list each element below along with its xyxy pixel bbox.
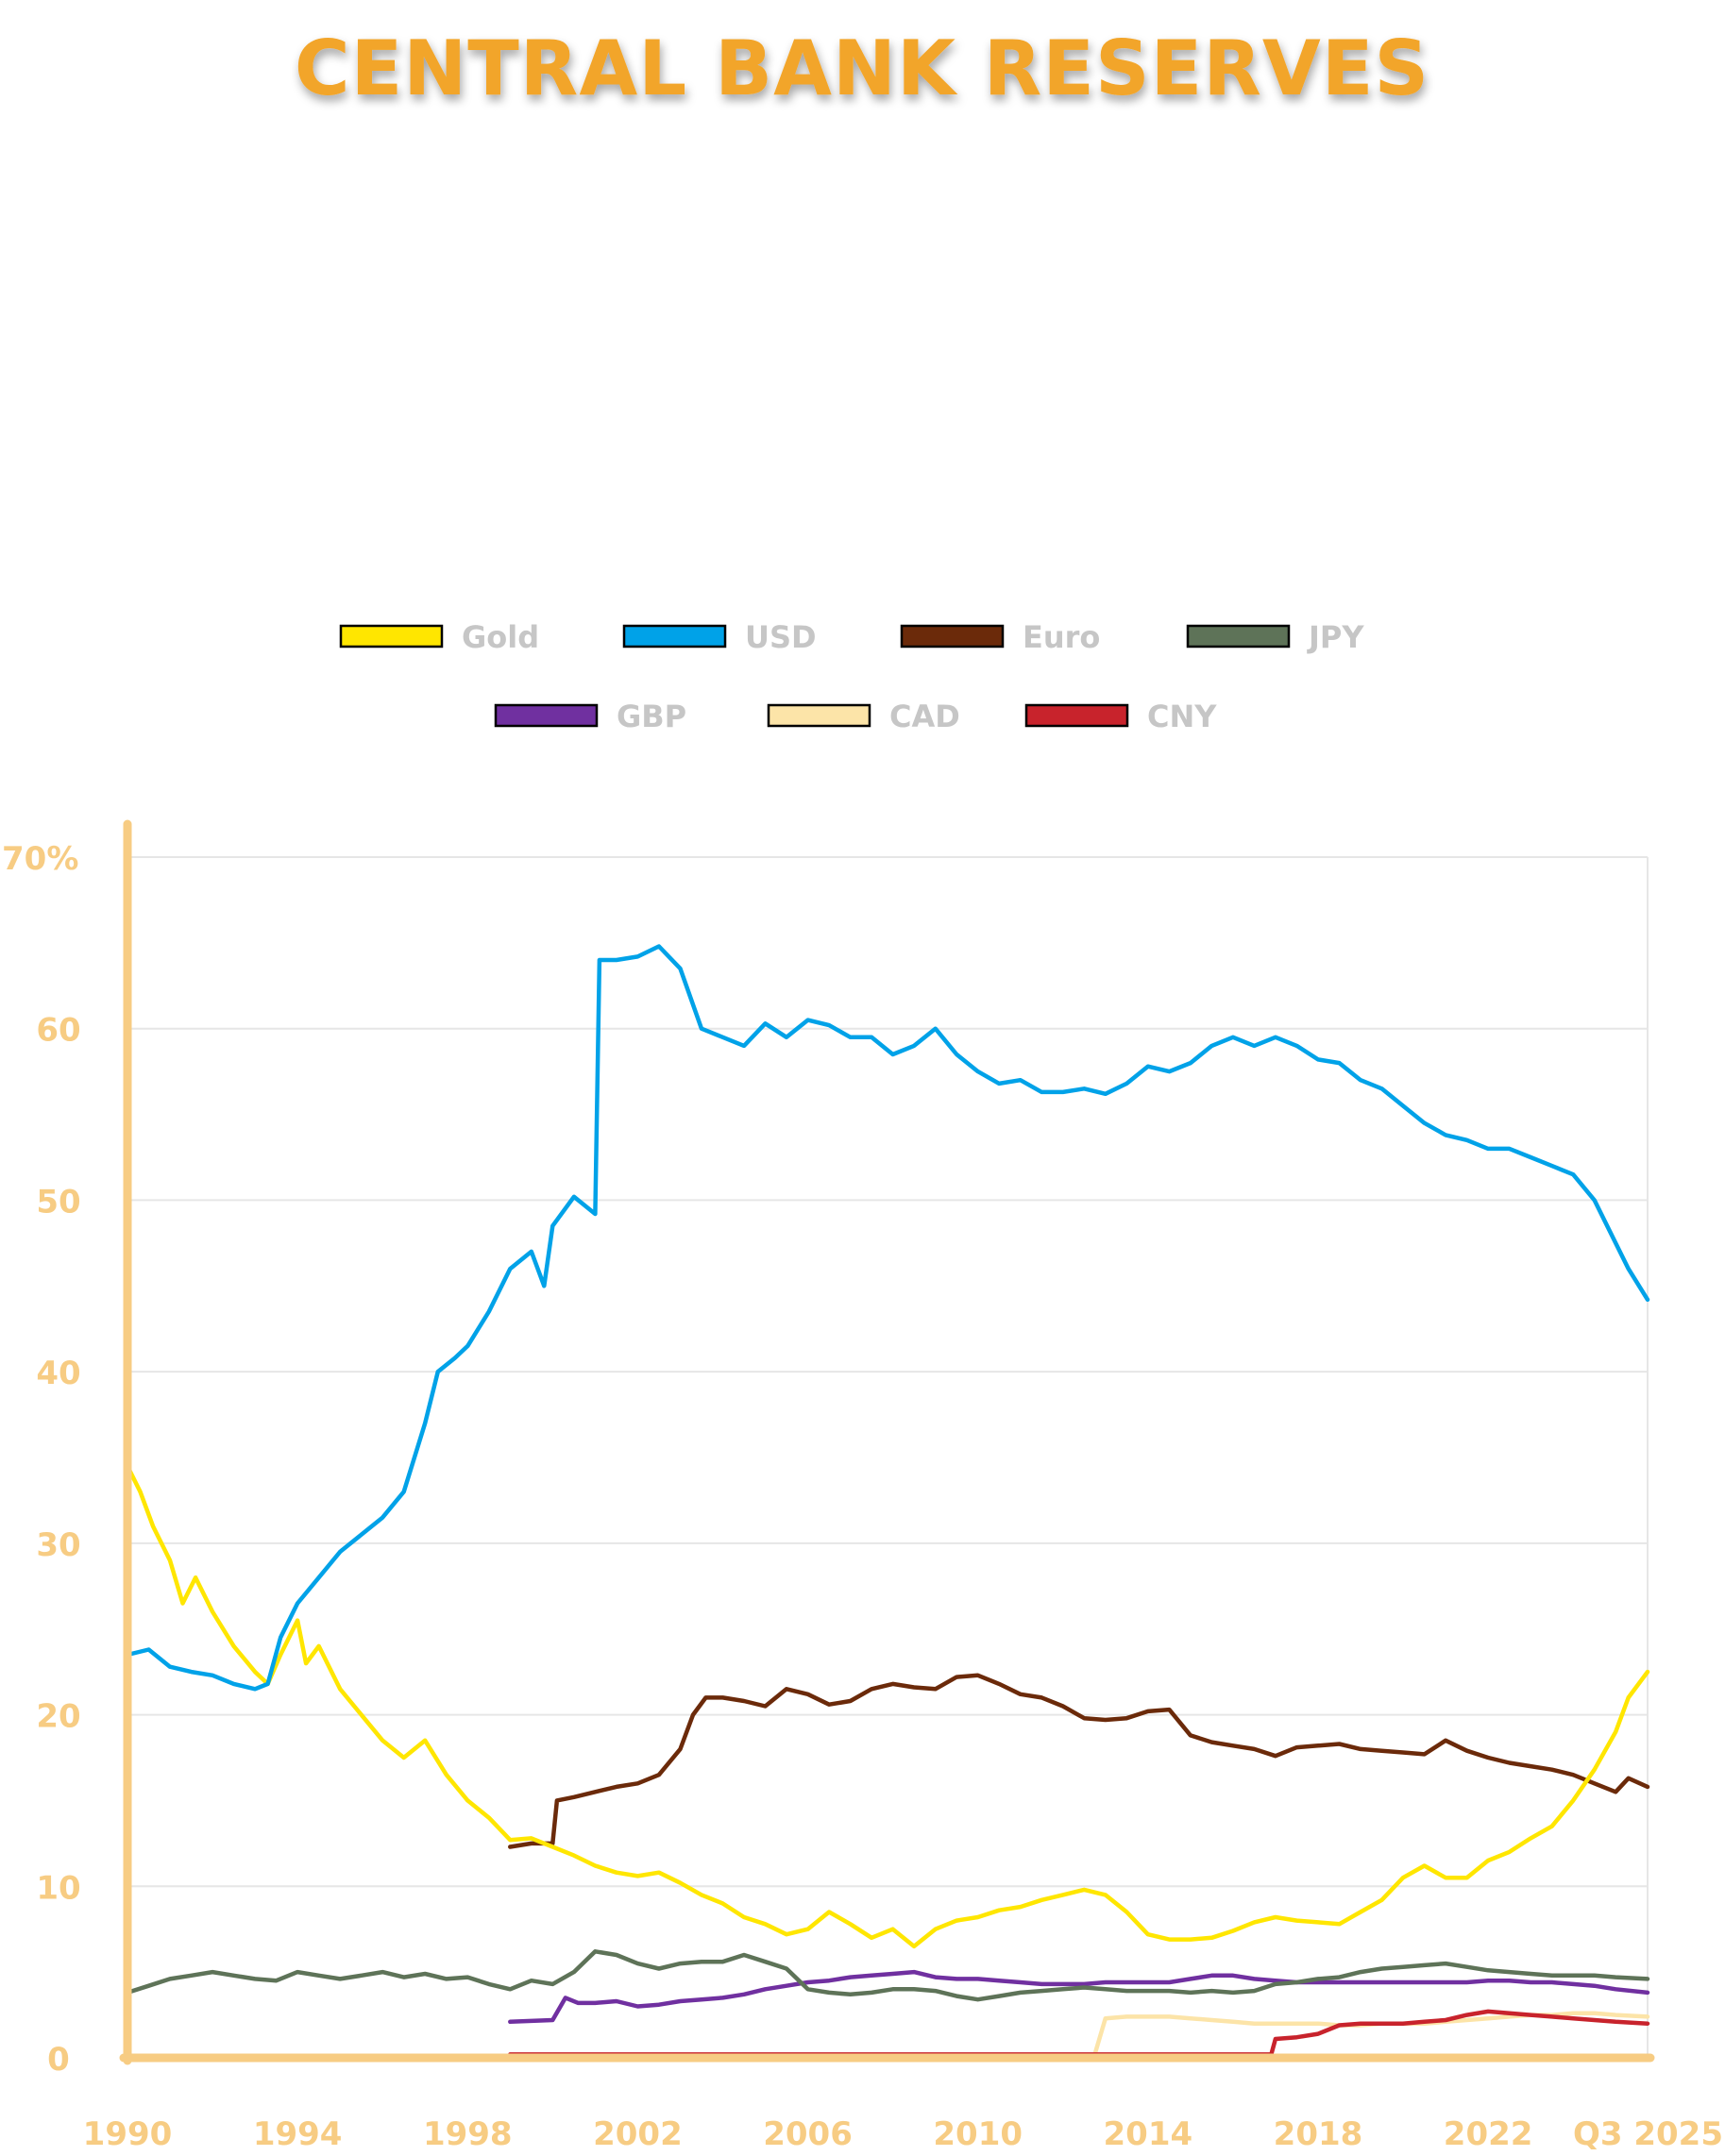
x-tick-label: 2022 (1444, 2115, 1533, 2153)
x-tick-label: 1994 (253, 2115, 343, 2153)
gridlines (127, 856, 1649, 2058)
legend: Gold USD Euro JPY GBP CAD CNY (339, 619, 1364, 734)
y-axis-tick-labels: 70% 60 50 40 30 20 10 0 (2, 840, 81, 2079)
chart-title: CENTRAL BANK RESERVES (295, 25, 1429, 112)
x-tick-label: Q3 2025 (1573, 2115, 1723, 2153)
series-lines (125, 944, 1650, 2057)
legend-label: CAD (889, 699, 960, 734)
legend-item-gbp: GBP (494, 699, 686, 734)
legend-swatch (1024, 703, 1129, 728)
legend-item-cad: CAD (767, 699, 960, 734)
y-tick-label: 10 (36, 1869, 80, 1907)
x-tick-label: 1990 (83, 2115, 173, 2153)
y-tick-label: 20 (36, 1698, 80, 1736)
legend-item-gold: Gold (339, 619, 539, 655)
x-tick-label: 1998 (423, 2115, 513, 2153)
series-line-jpy (125, 1949, 1650, 2002)
legend-label: GBP (617, 699, 686, 734)
series-line-gbp (508, 1969, 1650, 2025)
x-tick-label: 2018 (1274, 2115, 1363, 2153)
legend-label: CNY (1147, 699, 1217, 734)
legend-item-jpy: JPY (1186, 619, 1364, 655)
x-axis-tick-labels: 1990 1994 1998 2002 2006 2010 2014 2018 2022 Q3 2… (83, 2115, 1723, 2153)
x-tick-label: 2006 (763, 2115, 853, 2153)
axes (119, 819, 1655, 2065)
legend-swatch (494, 703, 599, 728)
legend-label: Euro (1023, 619, 1100, 655)
legend-label: USD (745, 619, 817, 655)
legend-item-usd: USD (622, 619, 817, 655)
y-tick-label: 0 (47, 2041, 70, 2079)
x-tick-label: 2002 (593, 2115, 683, 2153)
legend-item-euro: Euro (900, 619, 1100, 655)
y-tick-label: 60 (36, 1012, 80, 1050)
y-tick-label: 70% (2, 840, 78, 878)
x-tick-label: 2010 (933, 2115, 1023, 2153)
legend-swatch (622, 624, 727, 648)
legend-swatch (339, 624, 444, 648)
legend-label: JPY (1307, 619, 1364, 655)
legend-swatch (900, 624, 1005, 648)
series-line-usd (125, 944, 1650, 1692)
y-tick-label: 30 (36, 1526, 80, 1564)
series-line-euro (508, 1673, 1650, 1849)
x-tick-label: 2014 (1104, 2115, 1193, 2153)
y-tick-label: 50 (36, 1183, 80, 1221)
y-tick-label: 40 (36, 1355, 80, 1392)
legend-label: Gold (462, 619, 539, 655)
legend-swatch (1186, 624, 1291, 648)
legend-swatch (767, 703, 871, 728)
legend-item-cny: CNY (1024, 699, 1217, 734)
series-line-gold (125, 1463, 1650, 1949)
